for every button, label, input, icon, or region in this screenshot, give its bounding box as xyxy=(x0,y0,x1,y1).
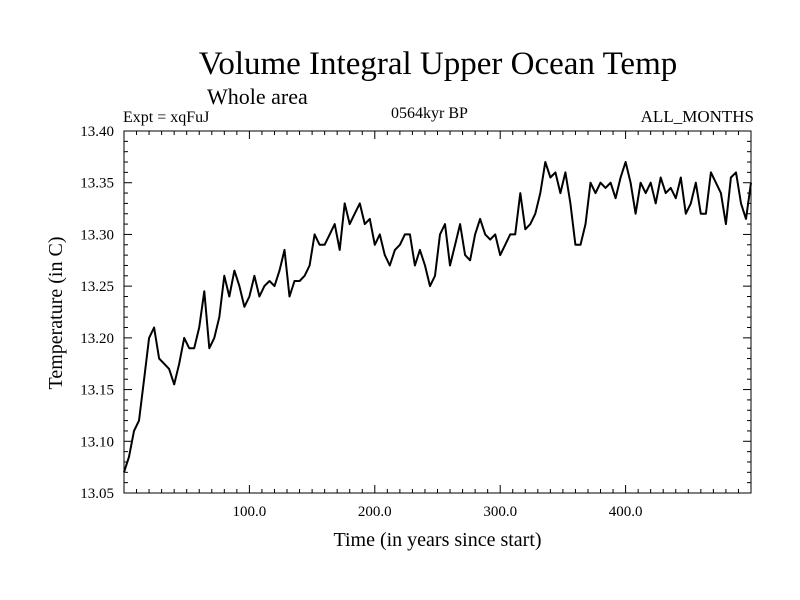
y-tick-label: 13.35 xyxy=(80,176,114,192)
experiment-label: Expt = xqFuJ xyxy=(123,109,210,126)
x-tick-label: 300.0 xyxy=(483,504,517,520)
series-layer xyxy=(123,161,752,473)
x-tick-label: 200.0 xyxy=(358,504,392,520)
series-line xyxy=(123,161,752,473)
months-label: ALL_MONTHS xyxy=(640,107,754,126)
y-tick-label: 13.05 xyxy=(80,486,114,502)
y-tick-label: 13.25 xyxy=(80,279,114,295)
tick-marks xyxy=(124,131,751,493)
x-axis-label: Time (in years since start) xyxy=(333,529,541,551)
y-tick-label: 13.20 xyxy=(80,331,114,347)
y-tick-label: 13.15 xyxy=(80,383,114,399)
chart-subtitle: Whole area xyxy=(207,84,308,109)
y-tick-label: 13.30 xyxy=(80,227,114,243)
tick-labels: 100.0 200.0 300.0 400.0 13.05 13.10 13.15 13.20… xyxy=(80,124,642,520)
plot-frame xyxy=(123,130,752,494)
y-tick-label: 13.40 xyxy=(80,124,114,140)
chart-title: Volume Integral Upper Ocean Temp xyxy=(198,46,678,82)
period-label: 0564kyr BP xyxy=(391,105,468,122)
x-tick-label: 100.0 xyxy=(233,504,267,520)
y-tick-label: 13.10 xyxy=(80,434,114,450)
x-tick-label: 400.0 xyxy=(609,504,643,520)
y-axis-label: Temperature (in C) xyxy=(45,237,67,390)
